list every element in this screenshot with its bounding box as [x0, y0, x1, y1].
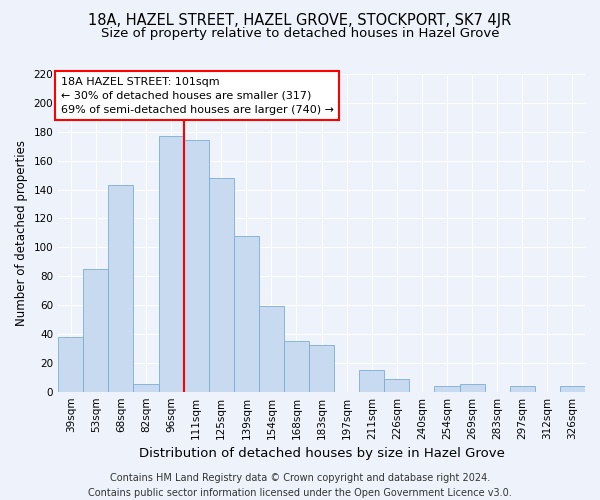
Bar [560, 386, 585, 392]
Bar [209, 178, 234, 392]
Text: Contains HM Land Registry data © Crown copyright and database right 2024.
Contai: Contains HM Land Registry data © Crown c… [88, 472, 512, 498]
Bar [309, 346, 334, 392]
Bar [109, 185, 133, 392]
Text: 18A HAZEL STREET: 101sqm
← 30% of detached houses are smaller (317)
69% of semi-: 18A HAZEL STREET: 101sqm ← 30% of detach… [61, 77, 334, 115]
Y-axis label: Number of detached properties: Number of detached properties [15, 140, 28, 326]
Bar [83, 269, 109, 392]
Bar [259, 306, 284, 392]
Bar [234, 236, 259, 392]
Bar [184, 140, 209, 392]
Bar [284, 341, 309, 392]
Bar [510, 386, 535, 392]
Bar [359, 370, 385, 392]
Bar [434, 386, 460, 392]
X-axis label: Distribution of detached houses by size in Hazel Grove: Distribution of detached houses by size … [139, 447, 505, 460]
Bar [133, 384, 158, 392]
Text: Size of property relative to detached houses in Hazel Grove: Size of property relative to detached ho… [101, 28, 499, 40]
Bar [58, 337, 83, 392]
Bar [385, 378, 409, 392]
Bar [158, 136, 184, 392]
Text: 18A, HAZEL STREET, HAZEL GROVE, STOCKPORT, SK7 4JR: 18A, HAZEL STREET, HAZEL GROVE, STOCKPOR… [88, 12, 512, 28]
Bar [460, 384, 485, 392]
